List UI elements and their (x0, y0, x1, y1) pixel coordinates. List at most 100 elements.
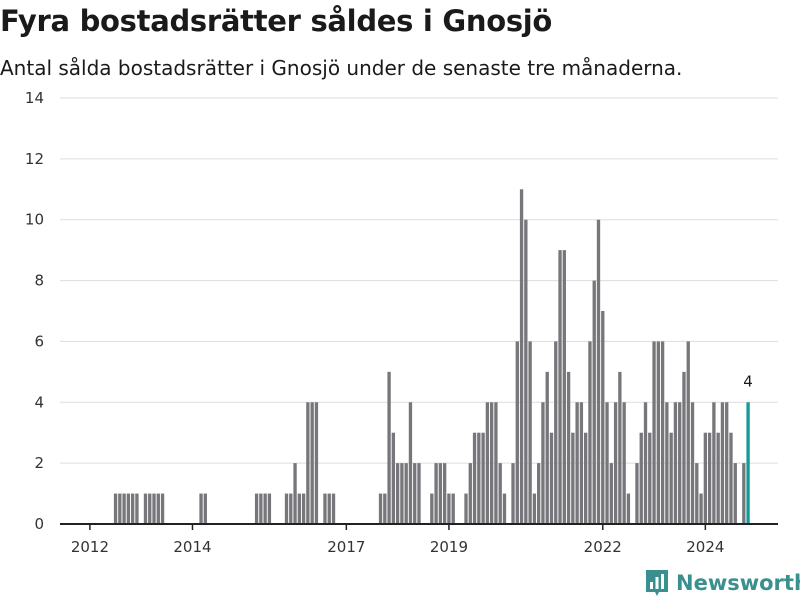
x-tick-label: 2014 (173, 538, 211, 556)
bar (699, 493, 703, 524)
bar (733, 463, 737, 524)
bar (626, 493, 631, 524)
chart-title: Fyra bostadsrätter såldes i Gnosjö (0, 4, 553, 38)
bar (545, 371, 549, 524)
y-tick-label: 0 (34, 515, 44, 533)
bar (468, 463, 472, 524)
bar (464, 493, 468, 524)
bar (601, 311, 605, 524)
bar-latest (746, 402, 750, 524)
bar (562, 250, 566, 524)
bar (323, 493, 327, 524)
bar (472, 432, 477, 524)
y-tick-label: 4 (34, 393, 44, 411)
bar (592, 280, 596, 524)
bar (613, 402, 618, 524)
bar (660, 341, 665, 524)
bar (267, 493, 272, 524)
bar (293, 463, 297, 524)
bar (306, 402, 310, 524)
bar (113, 493, 118, 524)
x-tick-label: 2022 (584, 538, 622, 556)
bar (498, 463, 502, 524)
bar (639, 432, 643, 524)
bar (485, 402, 490, 524)
bar (378, 493, 383, 524)
bar (314, 402, 319, 524)
bar (408, 402, 413, 524)
bar (643, 402, 648, 524)
bar (310, 402, 314, 524)
bar (143, 493, 148, 524)
bar (635, 463, 639, 524)
bar (622, 402, 626, 524)
bars (113, 189, 750, 525)
bar (122, 493, 126, 524)
bar (549, 432, 554, 524)
bar (387, 371, 391, 524)
bar (532, 493, 537, 524)
bar (524, 219, 528, 524)
bar (720, 402, 725, 524)
newsworthy-logo[interactable]: Newsworthy (644, 568, 800, 598)
bar (707, 432, 712, 524)
newsworthy-logo-text: Newsworthy (676, 571, 800, 595)
bar (596, 219, 601, 524)
bar (695, 463, 699, 524)
bar (609, 463, 613, 524)
bar (511, 463, 515, 524)
bar (558, 250, 562, 524)
bar (126, 493, 131, 524)
x-tick-label: 2024 (686, 538, 724, 556)
bar (447, 493, 451, 524)
bar (566, 371, 571, 524)
bar (284, 493, 289, 524)
y-tick-label: 12 (25, 150, 44, 168)
bar (678, 402, 682, 524)
bar (716, 432, 720, 524)
bar (148, 493, 152, 524)
bar (673, 402, 678, 524)
bar (605, 402, 609, 524)
bar (729, 432, 733, 524)
bar (442, 463, 447, 524)
bar (130, 493, 135, 524)
x-tick-label: 2012 (71, 538, 109, 556)
bar (438, 463, 443, 524)
bar (571, 432, 575, 524)
bar (528, 341, 532, 524)
bar (301, 493, 306, 524)
y-tick-label: 2 (34, 454, 44, 472)
bar (152, 493, 156, 524)
bar (584, 432, 588, 524)
bar (541, 402, 545, 524)
bar (263, 493, 267, 524)
bar (686, 341, 690, 524)
bar (652, 341, 656, 524)
bar (665, 402, 669, 524)
y-axis-ticks: 0 2 4 6 8 10 12 14 (25, 89, 44, 533)
bar (400, 463, 404, 524)
bar (451, 493, 455, 524)
bar (648, 432, 652, 524)
last-value-label: 4 (743, 372, 753, 390)
bar (554, 341, 558, 524)
y-tick-label: 8 (34, 272, 44, 290)
bar (575, 402, 579, 524)
gridlines (60, 97, 778, 464)
chart-subtitle: Antal sålda bostadsrätter i Gnosjö under… (0, 56, 683, 80)
bar (156, 493, 160, 524)
x-axis-ticks: 2012 2014 2017 2019 2022 2024 (71, 524, 724, 556)
bar (383, 493, 387, 524)
bar (434, 463, 438, 524)
bar (481, 432, 485, 524)
x-tick-label: 2017 (327, 538, 365, 556)
bar (289, 493, 293, 524)
bar (395, 463, 400, 524)
bar (203, 493, 207, 524)
bar (259, 493, 263, 524)
bar (656, 341, 660, 524)
bar (712, 402, 716, 524)
bar (404, 463, 408, 524)
